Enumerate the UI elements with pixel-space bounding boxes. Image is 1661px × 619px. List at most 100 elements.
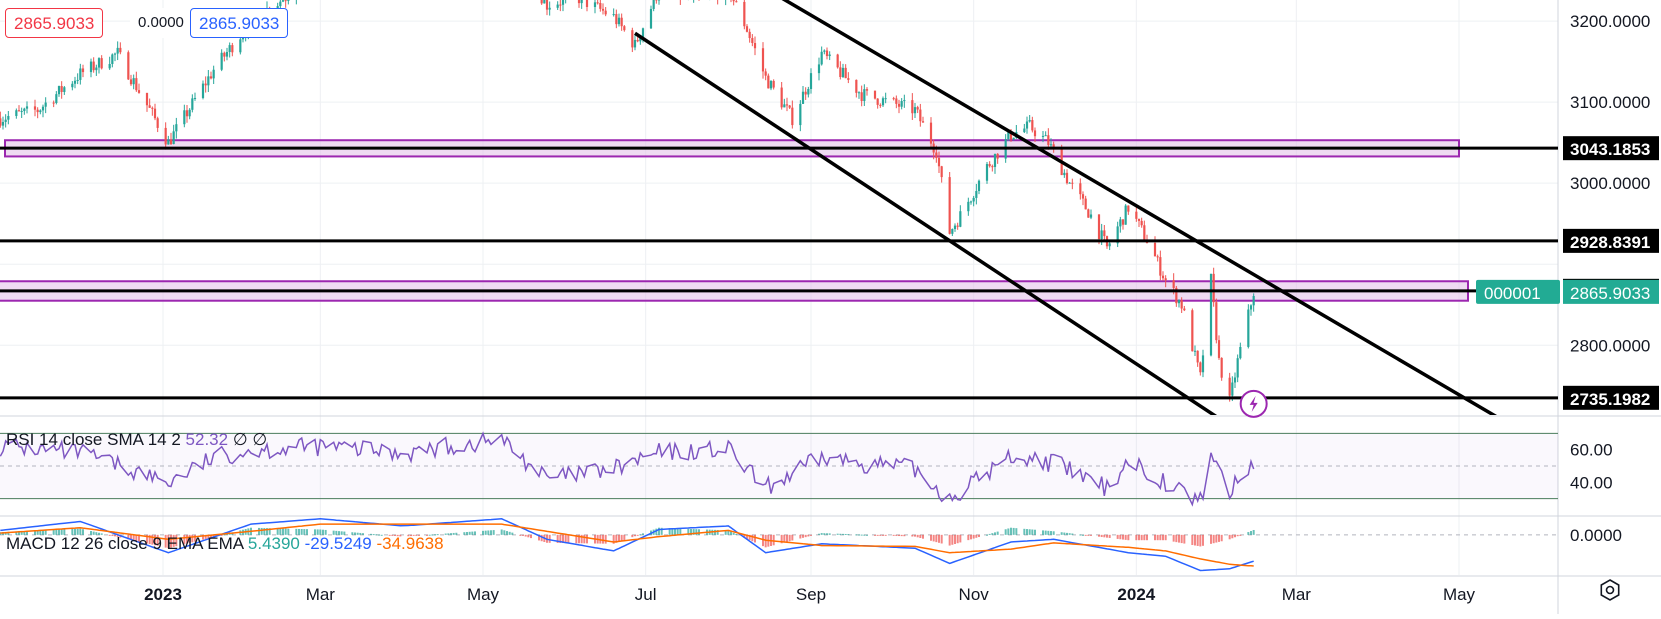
macd-histogram-bar: [1010, 528, 1012, 535]
candle-body: [1079, 183, 1081, 194]
candle-body: [845, 68, 847, 78]
candle-body: [594, 2, 596, 7]
candle-body: [781, 88, 783, 108]
candle-body: [127, 52, 129, 79]
macd-legend: MACD 12 26 close 9 EMA EMA 5.4390 -29.52…: [6, 534, 444, 553]
candle-body: [109, 64, 111, 68]
candle-body: [226, 52, 228, 57]
candle-body: [818, 64, 820, 73]
macd-legend-part: -29.5249: [305, 534, 377, 553]
candle-body: [605, 11, 607, 15]
candle-body: [1181, 300, 1183, 308]
trend-lines: [635, 0, 1496, 417]
candle-body: [77, 80, 79, 81]
macd-histogram-bar: [637, 535, 639, 536]
candle-body: [970, 201, 972, 202]
candle-body: [821, 52, 823, 65]
macd-histogram-bar: [501, 529, 503, 534]
macd-histogram-bar: [455, 533, 457, 535]
candle-body: [82, 68, 84, 72]
macd-histogram-bar: [1183, 535, 1185, 544]
macd-histogram-bar: [1071, 534, 1073, 535]
candle-body: [37, 110, 39, 112]
candle-body: [578, 0, 580, 3]
candle-body: [1085, 199, 1087, 210]
candle-body: [1183, 309, 1185, 311]
candle-body: [922, 121, 924, 122]
macd-histogram-bar: [1146, 535, 1148, 540]
macd-histogram-bar: [733, 533, 735, 535]
macd-histogram-bar: [519, 535, 521, 536]
macd-histogram-bar: [1127, 535, 1129, 540]
candle-body: [1202, 355, 1204, 372]
macd-histogram-bar: [1157, 535, 1159, 540]
macd-histogram-bar: [1045, 531, 1047, 535]
candle-body: [1143, 225, 1145, 239]
candle-body: [39, 110, 41, 112]
candle-body: [15, 110, 17, 116]
macd-histogram-bar: [583, 535, 585, 543]
rsi-legend: RSI 14 close SMA 14 2 52.32 ∅ ∅: [6, 430, 267, 449]
time-axis-label: 2024: [1117, 585, 1155, 604]
candle-body: [93, 62, 95, 71]
macd-histogram-bar: [866, 535, 868, 536]
candle-body: [791, 108, 793, 125]
chart-settings-button[interactable]: [1598, 578, 1622, 602]
candle-body: [911, 100, 913, 113]
macd-histogram-bar: [1181, 535, 1183, 543]
candle-body: [1122, 219, 1124, 224]
candle-body: [941, 166, 943, 177]
candle-body: [895, 98, 897, 103]
candle-body: [45, 103, 47, 107]
candle-body: [874, 91, 876, 99]
candle-body: [34, 106, 36, 109]
macd-histogram-bar: [959, 535, 961, 543]
candle-body: [61, 86, 63, 92]
candle-body: [914, 107, 916, 113]
macd-histogram-bar: [845, 534, 847, 535]
candle-body: [1157, 256, 1159, 257]
macd-histogram-bar: [754, 535, 756, 543]
candle-body: [930, 123, 932, 144]
macd-histogram-bar: [957, 535, 959, 543]
candle-body: [898, 104, 900, 107]
macd-histogram-bar: [1106, 535, 1108, 538]
candle-body: [994, 154, 996, 167]
candle-body: [802, 92, 804, 104]
candle-body: [149, 105, 151, 108]
candle-body: [917, 107, 919, 109]
time-axis-label: Nov: [959, 585, 990, 604]
candle-body: [1045, 135, 1047, 136]
macd-histogram-bar: [970, 535, 972, 540]
candle-body: [63, 87, 65, 92]
candle-body: [183, 110, 185, 124]
macd-histogram-bar: [450, 533, 452, 535]
candle-body: [1138, 219, 1140, 221]
macd-histogram-bar: [1154, 535, 1156, 540]
candle-body: [135, 78, 137, 90]
candle-body: [954, 226, 956, 229]
candle-body: [1199, 362, 1201, 372]
candle-body: [173, 131, 175, 144]
macd-histogram-bar: [1026, 529, 1028, 535]
candle-body: [893, 98, 895, 99]
macd-tick-label: 0.0000: [1570, 526, 1622, 545]
candle-body: [1103, 230, 1105, 236]
candle-body: [767, 76, 769, 89]
macd-histogram-bar: [1087, 535, 1089, 536]
candle-body: [991, 166, 993, 167]
candle-body: [762, 48, 764, 71]
macd-histogram-bar: [474, 531, 476, 534]
macd-histogram-bar: [1013, 528, 1015, 535]
macd-histogram-bar: [1194, 535, 1196, 546]
macd-histogram-bar: [1029, 529, 1031, 535]
candle-body: [967, 202, 969, 211]
macd-histogram-bar: [1023, 529, 1025, 535]
macd-histogram-bar: [842, 534, 844, 535]
macd-histogram-bar: [677, 528, 679, 534]
macd-histogram-bar: [1005, 529, 1007, 535]
macd-histogram-bar: [1162, 535, 1164, 540]
macd-histogram-bar: [1007, 528, 1009, 534]
